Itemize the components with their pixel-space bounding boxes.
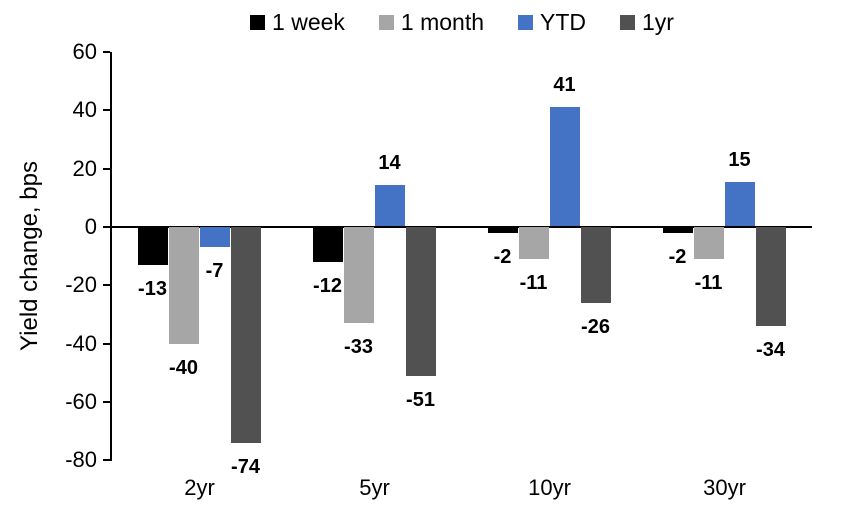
y-axis-title: Yield change, bps: [16, 161, 43, 351]
y-tick-mark: [103, 284, 110, 287]
bar-ytd-10yr: [549, 106, 580, 226]
bar-value-label: 41: [553, 73, 576, 96]
legend-label: 1yr: [642, 9, 674, 35]
y-tick-label: 20: [72, 155, 97, 181]
y-tick-mark: [103, 226, 110, 228]
y-tick-label: 40: [72, 97, 97, 123]
bar-1-month-10yr: [518, 227, 549, 260]
y-tick-mark: [103, 167, 110, 170]
bar-1yr-30yr: [755, 227, 786, 327]
legend-label: YTD: [540, 9, 587, 35]
bar-value-label: -11: [694, 272, 723, 295]
legend-item-1yr: 1yr: [620, 8, 674, 36]
y-tick-label: -80: [65, 447, 97, 473]
x-axis-zero-line: [110, 225, 812, 228]
legend-swatch-icon: [378, 14, 394, 30]
legend-item-1-week: 1 week: [250, 8, 345, 36]
legend-swatch-icon: [518, 14, 534, 30]
y-tick-label: 0: [84, 214, 97, 239]
bar-ytd-2yr: [199, 227, 230, 248]
bar-1-week-10yr: [487, 227, 518, 233]
y-tick-label: -60: [65, 388, 97, 414]
y-tick-mark: [103, 109, 110, 112]
legend-swatch-icon: [250, 14, 266, 30]
y-tick-mark: [103, 459, 110, 462]
legend-item-1-month: 1 month: [378, 8, 485, 36]
y-tick-mark: [103, 51, 110, 54]
bar-1-month-2yr: [168, 227, 199, 344]
y-tick-mark: [103, 342, 110, 345]
bar-1yr-10yr: [580, 227, 611, 303]
x-category-label: 5yr: [359, 475, 390, 500]
y-axis-line: [110, 52, 112, 461]
bar-value-label: -26: [581, 315, 610, 338]
bar-value-label: -11: [519, 272, 548, 295]
bar-ytd-30yr: [724, 182, 755, 226]
bar-1-week-2yr: [137, 227, 168, 265]
bar-1-week-30yr: [662, 227, 693, 233]
bar-value-label: -13: [138, 277, 167, 300]
bar-1yr-5yr: [405, 227, 436, 376]
x-category-label: 30yr: [703, 475, 746, 500]
x-category-label: 2yr: [184, 475, 215, 500]
legend-label: 1 week: [272, 9, 345, 35]
bar-value-label: 14: [378, 152, 401, 175]
x-category-label: 10yr: [528, 475, 571, 500]
legend-swatch-icon: [620, 14, 636, 30]
bar-ytd-5yr: [374, 185, 405, 226]
bar-value-label: -2: [493, 245, 512, 268]
bar-value-label: -34: [756, 339, 785, 362]
legend-item-ytd: YTD: [518, 8, 586, 36]
bar-value-label: -51: [406, 388, 435, 411]
bar-value-label: 15: [728, 149, 751, 172]
bar-1-month-5yr: [343, 227, 374, 324]
y-tick-label: -20: [65, 272, 97, 298]
bar-1-week-5yr: [312, 227, 343, 262]
bar-value-label: -2: [668, 245, 687, 268]
bar-value-label: -7: [205, 260, 224, 283]
bar-value-label: -33: [344, 336, 373, 359]
bar-value-label: -12: [313, 274, 342, 297]
bar-value-label: -40: [169, 356, 198, 379]
chart-legend: 1 week 1 month YTD 1yr: [112, 8, 812, 36]
y-tick-label: -40: [65, 330, 97, 356]
y-tick-label: 60: [72, 39, 97, 65]
bar-1yr-2yr: [230, 227, 261, 443]
y-tick-mark: [103, 400, 110, 403]
bar-value-label: -74: [231, 455, 260, 478]
bar-1-month-30yr: [693, 227, 724, 260]
legend-label: 1 month: [400, 9, 485, 35]
